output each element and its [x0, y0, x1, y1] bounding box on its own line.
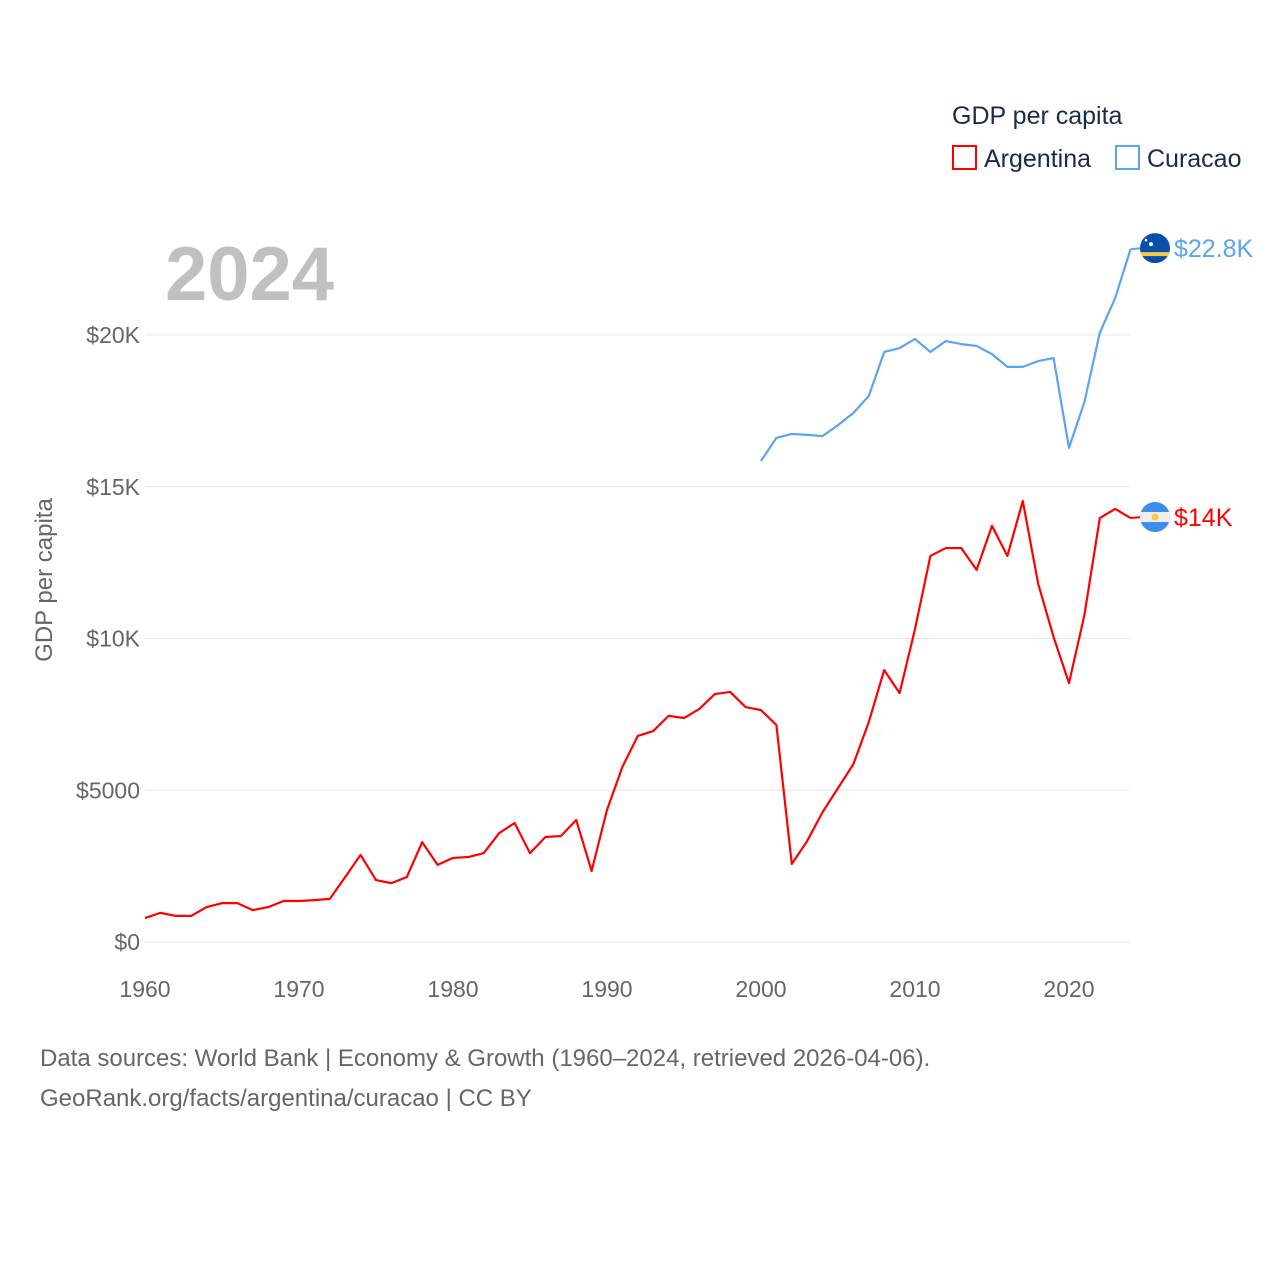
x-tick-label: 2020: [1043, 976, 1094, 1002]
series-line-argentina: [144, 499, 1132, 920]
series-line-curacao: [760, 248, 1132, 462]
x-tick-label: 1960: [119, 976, 170, 1002]
footer-credit: GeoRank.org/facts/argentina/curacao | CC…: [40, 1085, 532, 1112]
year-label: 2024: [165, 232, 334, 317]
x-tick-label: 2000: [735, 976, 786, 1002]
legend-label: Curacao: [1147, 145, 1242, 173]
y-tick-label: $0: [114, 929, 140, 955]
legend-item-argentina[interactable]: Argentina: [952, 145, 1091, 173]
legend-swatch: [1115, 145, 1140, 170]
legend-swatch: [952, 145, 977, 170]
x-tick-label: 1970: [273, 976, 324, 1002]
y-axis-label: GDP per capita: [31, 498, 58, 662]
legend-item-curacao[interactable]: Curacao: [1115, 145, 1242, 173]
x-tick-label: 1980: [427, 976, 478, 1002]
end-value-label: $14K: [1174, 504, 1233, 532]
legend-title: GDP per capita: [952, 102, 1123, 130]
y-tick-label: $20K: [86, 322, 140, 348]
curacao-flag-icon: [1140, 233, 1170, 264]
legend-label: Argentina: [984, 145, 1091, 173]
argentina-flag-icon: [1140, 502, 1170, 533]
y-tick-label: $5000: [76, 777, 140, 803]
x-tick-label: 2010: [889, 976, 940, 1002]
footer-sources: Data sources: World Bank | Economy & Gro…: [40, 1045, 931, 1072]
y-tick-label: $15K: [86, 474, 140, 500]
end-value-label: $22.8K: [1174, 235, 1254, 263]
x-tick-label: 1990: [581, 976, 632, 1002]
y-tick-label: $10K: [86, 626, 140, 652]
